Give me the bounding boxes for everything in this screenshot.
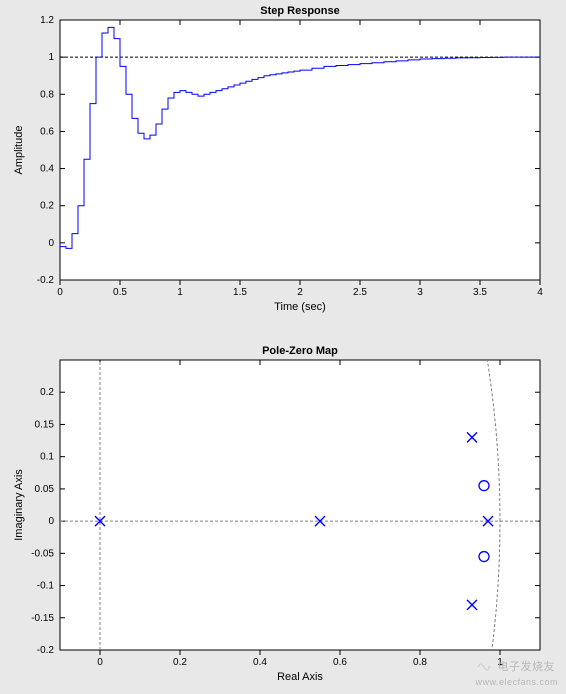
svg-text:0.1: 0.1 xyxy=(40,452,54,463)
svg-text:-0.2: -0.2 xyxy=(37,275,55,286)
svg-text:0.2: 0.2 xyxy=(40,201,54,212)
svg-text:Real Axis: Real Axis xyxy=(277,671,323,683)
svg-text:1: 1 xyxy=(48,52,54,63)
svg-text:0: 0 xyxy=(57,287,63,298)
svg-text:0.4: 0.4 xyxy=(253,657,267,668)
svg-text:-0.1: -0.1 xyxy=(37,581,55,592)
svg-text:-0.15: -0.15 xyxy=(31,613,54,624)
svg-text:0.5: 0.5 xyxy=(113,287,127,298)
svg-text:0.2: 0.2 xyxy=(173,657,187,668)
svg-text:Pole-Zero Map: Pole-Zero Map xyxy=(262,345,338,357)
svg-text:1: 1 xyxy=(497,657,503,668)
plots-svg: Step Response00.511.522.533.54-0.200.20.… xyxy=(0,0,566,694)
svg-text:0.8: 0.8 xyxy=(413,657,427,668)
svg-text:0.2: 0.2 xyxy=(40,387,54,398)
svg-text:0: 0 xyxy=(97,657,103,668)
svg-text:0.6: 0.6 xyxy=(40,126,54,137)
svg-text:2.5: 2.5 xyxy=(353,287,367,298)
svg-text:1.2: 1.2 xyxy=(40,15,54,26)
svg-text:0.15: 0.15 xyxy=(35,419,55,430)
svg-text:1: 1 xyxy=(177,287,183,298)
svg-text:1.5: 1.5 xyxy=(233,287,247,298)
svg-text:-0.2: -0.2 xyxy=(37,645,55,656)
svg-text:2: 2 xyxy=(297,287,303,298)
svg-text:0: 0 xyxy=(48,516,54,527)
svg-text:3.5: 3.5 xyxy=(473,287,487,298)
figure: Step Response00.511.522.533.54-0.200.20.… xyxy=(0,0,566,694)
svg-text:Step Response: Step Response xyxy=(260,5,339,17)
svg-text:0.4: 0.4 xyxy=(40,164,54,175)
svg-text:-0.05: -0.05 xyxy=(31,548,54,559)
svg-text:3: 3 xyxy=(417,287,423,298)
svg-text:Amplitude: Amplitude xyxy=(13,126,25,175)
svg-text:4: 4 xyxy=(537,287,543,298)
svg-text:Imaginary Axis: Imaginary Axis xyxy=(13,469,25,541)
step-response-plot: Step Response00.511.522.533.54-0.200.20.… xyxy=(13,5,543,313)
svg-text:0.6: 0.6 xyxy=(333,657,347,668)
svg-text:0.05: 0.05 xyxy=(35,484,55,495)
svg-text:0: 0 xyxy=(48,238,54,249)
svg-text:Time (sec): Time (sec) xyxy=(274,301,326,313)
svg-text:0.8: 0.8 xyxy=(40,89,54,100)
